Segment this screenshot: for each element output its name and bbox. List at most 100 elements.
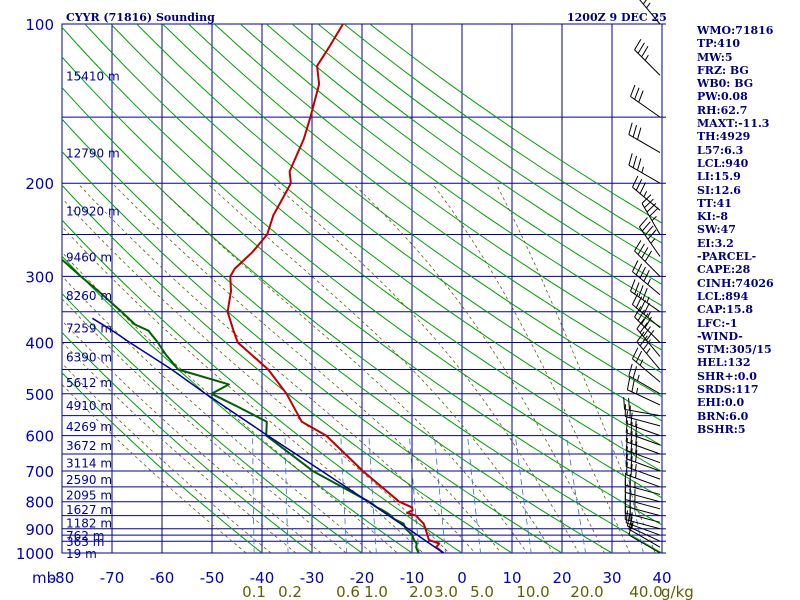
wind-barb-feather (639, 299, 646, 312)
wind-barb-feather (631, 293, 639, 305)
dry-adiabat (162, 24, 662, 398)
wind-barb-feather (630, 279, 636, 292)
wind-barb (639, 0, 661, 25)
wind-barb-feather (630, 422, 633, 435)
temperature-tick-label: -40 (250, 569, 275, 587)
wind-barb-feather (631, 379, 635, 392)
height-label: 4910 m (66, 399, 112, 413)
moist-adiabat (112, 182, 502, 553)
sounding-index-item: MAXT:-11.3 (697, 117, 770, 131)
wind-barb-feather (637, 158, 642, 171)
isotherm-line (360, 24, 462, 564)
sounding-index-item: CAPE:28 (697, 263, 751, 277)
dry-adiabat (62, 150, 563, 553)
wind-barb-half-feather (646, 348, 651, 354)
isotherm-line (0, 24, 12, 564)
wind-barb-feather (625, 446, 628, 459)
wind-barb (631, 293, 661, 329)
dry-adiabat (265, 24, 662, 307)
isotherm-line (0, 24, 62, 564)
wind-barb-half-feather (641, 166, 644, 173)
pressure-tick-label: 1000 (16, 545, 54, 563)
wind-barb (625, 438, 661, 464)
wind-barb-staff (625, 512, 661, 523)
moist-adiabats (62, 182, 656, 553)
wind-barb (625, 462, 661, 488)
wind-barb-feather (644, 198, 654, 209)
mixing-ratio-line (434, 435, 447, 553)
wind-barb (630, 84, 661, 118)
dry-adiabat (136, 24, 662, 422)
wind-barb-staff (625, 518, 661, 530)
wind-barb-staff (632, 304, 661, 329)
wind-barb-feather (639, 182, 646, 194)
sounding-index-item: L57:6.3 (697, 143, 744, 157)
wind-barb-feather (639, 335, 648, 347)
wind-barb-feather (647, 229, 657, 240)
wind-barb-half-feather (639, 359, 644, 366)
wind-barb-staff (634, 49, 661, 76)
mixing-ratio-line (467, 435, 482, 553)
isotherm-line (110, 24, 212, 564)
wind-barb-staff (627, 389, 661, 406)
wind-barb-staff (625, 416, 661, 427)
pressure-tick-label: 400 (25, 335, 54, 353)
dry-adiabat (62, 184, 513, 553)
height-label: 5612 m (66, 376, 112, 390)
dry-adiabat (62, 372, 263, 553)
mixing-ratio-label: 0.2 (278, 583, 302, 600)
height-label: 10920 m (66, 204, 120, 218)
wind-barb-half-feather (646, 2, 651, 9)
sounding-index-item: -WIND- (697, 329, 743, 343)
wind-barb-feather (630, 431, 633, 444)
wind-barb-staff (627, 525, 661, 542)
wind-barb-feather (628, 122, 633, 135)
wind-barb-staff (639, 0, 661, 25)
wind-barb-feather (635, 423, 638, 437)
wind-barb (628, 363, 661, 395)
wind-barb-half-feather (647, 311, 651, 318)
height-label: 4269 m (66, 420, 112, 434)
wind-barb (631, 347, 661, 383)
wind-barb-feather (636, 331, 645, 343)
wind-barb-feather (641, 247, 649, 259)
isotherm-line (510, 24, 612, 564)
wind-barb-feather (630, 512, 633, 525)
dry-adiabat (291, 24, 662, 285)
wind-barb-feather (644, 250, 652, 262)
wind-barb-staff (624, 408, 661, 417)
pressure-tick-label: 500 (25, 386, 54, 404)
sounding-index-item: TH:4929 (697, 130, 751, 144)
wind-barb-staff (625, 499, 661, 510)
sounding-index-item: CINH:74026 (697, 276, 774, 290)
moist-adiabat (62, 197, 450, 553)
sounding-index-item: LFC:-1 (697, 316, 738, 330)
wind-barb-staff (632, 186, 661, 211)
sounding-index-item: FRZ: BG (697, 63, 749, 77)
wind-barb-staff (628, 528, 661, 548)
wind-barb-feather (628, 397, 630, 411)
wind-barb-staff (632, 271, 661, 296)
moist-adiabat (431, 182, 631, 553)
moist-adiabat (272, 182, 580, 553)
wind-barb-staff (636, 341, 661, 370)
wind-barb-staff (625, 484, 661, 495)
mixing-ratio-line (620, 435, 644, 553)
wind-barb-feather (625, 454, 628, 467)
mixing-ratio-line (514, 435, 532, 553)
wind-barb-feather (642, 326, 651, 337)
height-label: 363 m (66, 535, 104, 549)
wind-barb-staff (626, 441, 661, 455)
wind-barb-staff (634, 250, 661, 277)
height-label: 1627 m (66, 503, 112, 517)
sounding-index-item: WMO:71816 (697, 24, 774, 37)
wind-barb-feather (630, 456, 633, 469)
dry-adiabat (62, 255, 413, 553)
wind-barb-half-feather (644, 54, 649, 61)
parcel-path (92, 317, 444, 553)
height-label: 8260 m (66, 289, 112, 303)
pressure-tick-label: 600 (25, 428, 54, 446)
wind-barb-half-feather (646, 296, 650, 303)
wind-barb-feather (643, 269, 650, 282)
